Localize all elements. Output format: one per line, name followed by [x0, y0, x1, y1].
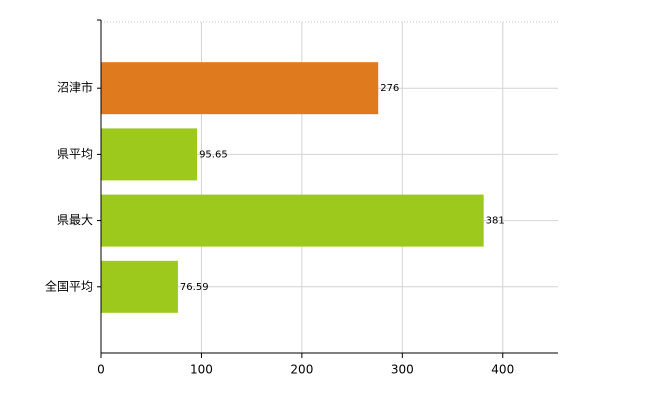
y-tick-label: 沼津市 — [57, 80, 93, 95]
x-tick-label: 200 — [290, 363, 313, 377]
x-tick-label: 100 — [190, 363, 213, 377]
bar — [101, 260, 178, 313]
value-label: 95.65 — [199, 149, 228, 160]
x-tick-label: 0 — [97, 363, 105, 377]
x-tick-label: 400 — [491, 363, 514, 377]
y-tick-label: 県最大 — [57, 213, 93, 227]
bar — [101, 62, 379, 115]
value-label: 276 — [380, 83, 399, 94]
value-label: 381 — [486, 216, 505, 227]
bar — [101, 128, 198, 181]
x-tick-label: 300 — [391, 363, 414, 377]
bar — [101, 194, 484, 247]
y-tick-label: 県平均 — [57, 147, 93, 161]
y-tick-label: 全国平均 — [45, 278, 93, 293]
value-label: 76.59 — [180, 282, 209, 293]
